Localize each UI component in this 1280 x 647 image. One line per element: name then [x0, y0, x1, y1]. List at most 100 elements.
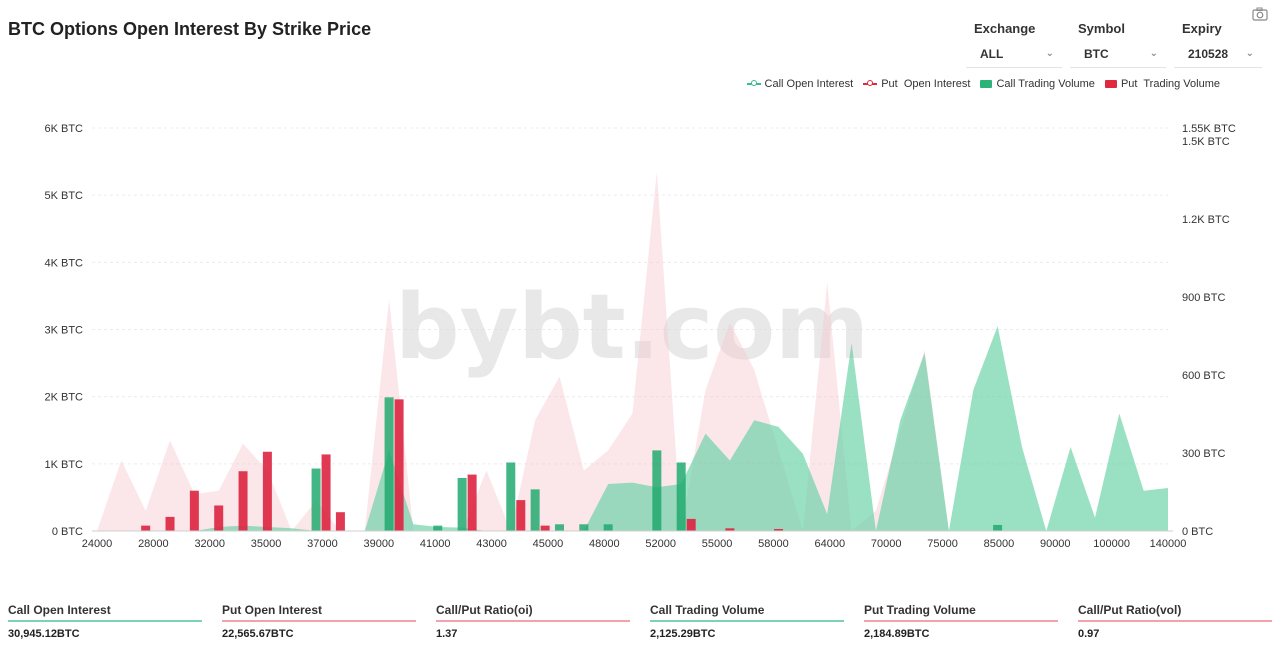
call-trading-volume-bar — [433, 525, 443, 531]
call-trading-volume-bar — [993, 524, 1003, 531]
legend-call-open-interest[interactable]: Call Open Interest — [746, 78, 854, 90]
call-trading-volume-bar — [384, 397, 394, 531]
put-trading-volume-bar — [686, 518, 696, 531]
call-trading-volume-bar — [530, 489, 540, 531]
put-trading-volume-bar — [540, 525, 550, 531]
stat-value: 2,184.89BTC — [864, 628, 930, 640]
stat-call-open-interest: Call Open Interest 30,945.12BTC — [8, 603, 222, 640]
x-tick-label: 35000 — [251, 538, 282, 550]
stat-label: Call/Put Ratio(vol) — [1078, 603, 1182, 617]
y-left-tick-label: 1K BTC — [44, 459, 83, 471]
y-left-tick-label: 0 BTC — [52, 526, 83, 538]
put-trading-volume-bar — [394, 399, 404, 531]
legend-label: Call Open Interest — [764, 78, 854, 90]
stat-put-open-interest: Put Open Interest 22,565.67BTC — [222, 603, 436, 640]
stat-value: 0.97 — [1078, 628, 1100, 640]
put-trading-volume-bar — [774, 528, 784, 531]
open-interest-chart: 0 BTC 1K BTC 2K BTC 3K BTC 4K BTC 5K BTC 6K BT… — [44, 123, 1236, 550]
legend-label: Put Open Interest — [881, 78, 971, 90]
put-trading-volume-bar — [335, 512, 345, 531]
stat-underline — [222, 620, 416, 622]
y-right-tick-label: 1.55K BTC — [1182, 123, 1236, 135]
put-trading-volume-bar — [238, 471, 248, 531]
y-right-tick-label: 300 BTC — [1182, 448, 1225, 460]
x-tick-label: 43000 — [476, 538, 507, 550]
stat-label: Call Trading Volume — [650, 603, 765, 617]
x-tick-label: 37000 — [307, 538, 338, 550]
watermark: bybt.com — [395, 275, 869, 380]
x-tick-label: 70000 — [871, 538, 902, 550]
stat-underline — [650, 620, 844, 622]
put-trading-volume-bar — [141, 525, 151, 531]
symbol-value: BTC — [1084, 46, 1109, 61]
put-trading-volume-bar — [467, 474, 477, 531]
stat-underline — [436, 620, 630, 622]
stat-call-put-ratio-oi: Call/Put Ratio(oi) 1.37 — [436, 603, 650, 640]
y-left-tick-label: 4K BTC — [44, 257, 83, 269]
page-title: BTC Options Open Interest By Strike Pric… — [8, 19, 372, 39]
legend-marker — [863, 80, 878, 86]
chart-legend: Call Open Interest Put Open Interest Cal… — [746, 78, 1220, 90]
x-tick-label: 45000 — [533, 538, 564, 550]
stat-call-put-ratio-vol: Call/Put Ratio(vol) 0.97 — [1078, 603, 1280, 640]
exchange-filter: Exchange ALL ⌄ — [966, 18, 1062, 68]
x-tick-label: 140000 — [1150, 538, 1187, 550]
legend-put-open-interest[interactable]: Put Open Interest — [863, 78, 970, 90]
stat-value: 30,945.12BTC — [8, 628, 80, 640]
x-tick-label: 55000 — [702, 538, 733, 550]
chevron-down-icon: ⌄ — [1245, 48, 1254, 59]
y-left-tick-label: 3K BTC — [44, 325, 83, 337]
x-tick-label: 64000 — [814, 538, 845, 550]
stat-label: Call Open Interest — [8, 603, 111, 617]
stat-call-trading-volume: Call Trading Volume 2,125.29BTC — [650, 603, 864, 640]
x-tick-label: 41000 — [420, 538, 451, 550]
camera-icon[interactable] — [1252, 7, 1268, 21]
y-left-tick-label: 2K BTC — [44, 392, 83, 404]
stat-label: Put Open Interest — [222, 603, 323, 617]
stat-underline — [1078, 620, 1272, 622]
stat-underline — [8, 620, 202, 622]
x-tick-label: 52000 — [645, 538, 676, 550]
stat-value: 2,125.29BTC — [650, 628, 716, 640]
x-tick-label: 75000 — [927, 538, 958, 550]
y-left-tick-label: 5K BTC — [44, 190, 83, 202]
call-trading-volume-bar — [311, 468, 321, 531]
put-trading-volume-bar — [189, 490, 199, 531]
x-tick-label: 28000 — [138, 538, 169, 550]
stat-value: 1.37 — [436, 628, 458, 640]
legend-label: Put Trading Volume — [1120, 78, 1220, 90]
stat-label: Call/Put Ratio(oi) — [436, 603, 533, 617]
x-tick-label: 48000 — [589, 538, 620, 550]
symbol-select[interactable]: BTC ⌄ — [1070, 40, 1166, 68]
put-trading-volume-bar — [262, 451, 272, 531]
legend-put-trading-volume[interactable]: Put Trading Volume — [1104, 78, 1220, 90]
chevron-down-icon: ⌄ — [1045, 48, 1054, 59]
stat-underline — [864, 620, 1058, 622]
y-right-tick-label: 900 BTC — [1182, 292, 1225, 304]
call-trading-volume-bar — [676, 462, 686, 531]
put-trading-volume-bar — [321, 454, 331, 531]
put-trading-volume-bar — [725, 528, 735, 531]
exchange-value: ALL — [980, 46, 1004, 61]
expiry-select[interactable]: 210528 ⌄ — [1174, 40, 1262, 68]
x-tick-label: 24000 — [82, 538, 113, 550]
stat-value: 22,565.67BTC — [222, 628, 294, 640]
x-tick-label: 32000 — [194, 538, 225, 550]
chevron-down-icon: ⌄ — [1149, 48, 1158, 59]
exchange-select[interactable]: ALL ⌄ — [966, 40, 1062, 68]
legend-call-trading-volume[interactable]: Call Trading Volume — [980, 78, 1095, 90]
y-right-tick-label: 1.5K BTC — [1182, 136, 1230, 148]
exchange-label: Exchange — [974, 21, 1036, 36]
summary-stats: Call Open Interest 30,945.12BTC Put Open… — [8, 603, 1280, 640]
filter-bar: Exchange ALL ⌄ Symbol BTC ⌄ Expiry 21052… — [966, 18, 1262, 68]
x-tick-label: 90000 — [1040, 538, 1071, 550]
y-left-tick-label: 6K BTC — [44, 123, 83, 135]
call-open-interest-area — [97, 326, 1168, 531]
y-right-tick-label: 1.2K BTC — [1182, 214, 1230, 226]
call-trading-volume-bar — [506, 462, 516, 531]
expiry-label: Expiry — [1182, 21, 1222, 36]
x-tick-label: 85000 — [984, 538, 1015, 550]
x-tick-label: 58000 — [758, 538, 789, 550]
put-trading-volume-bar — [214, 505, 224, 531]
call-trading-volume-bar — [652, 450, 662, 531]
